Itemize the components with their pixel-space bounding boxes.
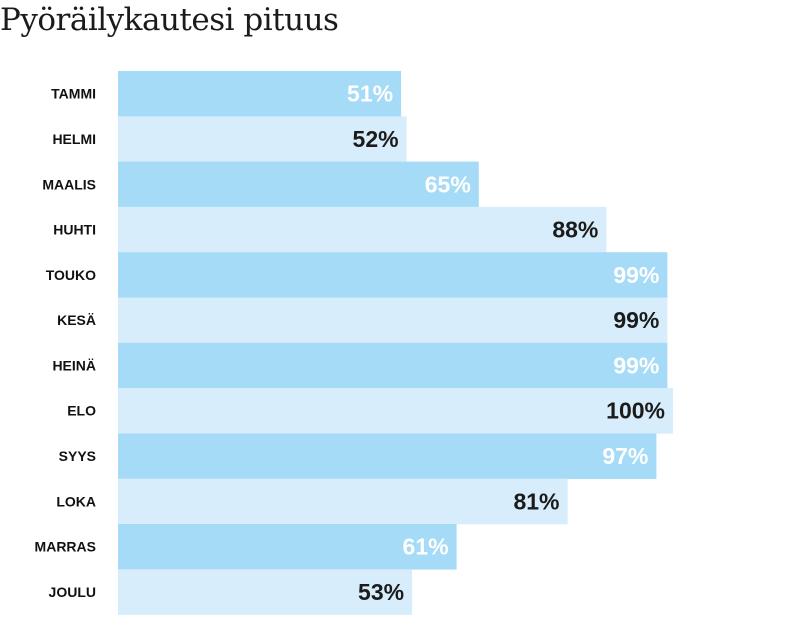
value-label: 97% — [602, 443, 648, 469]
bar-joulu — [118, 569, 413, 615]
bar-marras — [118, 524, 457, 570]
bar-syys — [118, 433, 657, 479]
category-label: SYYS — [59, 448, 96, 464]
value-label: 99% — [613, 352, 659, 378]
chart-title: Pyöräilykautesi pituus — [0, 2, 339, 38]
category-label: MAALIS — [42, 176, 96, 192]
value-label: 100% — [606, 398, 665, 424]
category-label: HELMI — [52, 131, 96, 147]
value-label: 88% — [552, 217, 598, 243]
category-label: TOUKO — [46, 267, 96, 283]
category-label: MARRAS — [35, 539, 96, 555]
value-label: 81% — [513, 488, 559, 514]
value-label: 61% — [403, 534, 449, 560]
bar-tammi — [118, 71, 402, 117]
category-label: JOULU — [49, 584, 96, 600]
bar-huhti — [118, 206, 607, 253]
value-label: 65% — [425, 171, 471, 197]
value-label: 52% — [353, 126, 399, 152]
category-label: HUHTI — [53, 222, 96, 238]
category-label: TAMMI — [51, 86, 96, 102]
value-label: 53% — [358, 579, 404, 605]
category-label: KESÄ — [57, 312, 96, 328]
category-label: HEINÄ — [52, 357, 96, 373]
value-label: 99% — [613, 262, 659, 288]
bar-touko — [118, 252, 668, 298]
bar-kesä — [118, 297, 668, 344]
bar-elo — [118, 388, 673, 434]
bar-heinä — [118, 342, 668, 389]
bar-loka — [118, 478, 568, 525]
category-label: ELO — [67, 403, 96, 419]
bar-maalis — [118, 161, 479, 208]
value-label: 99% — [613, 307, 659, 333]
value-label: 51% — [347, 81, 393, 107]
category-label: LOKA — [56, 493, 96, 509]
bar-helmi — [118, 116, 407, 162]
